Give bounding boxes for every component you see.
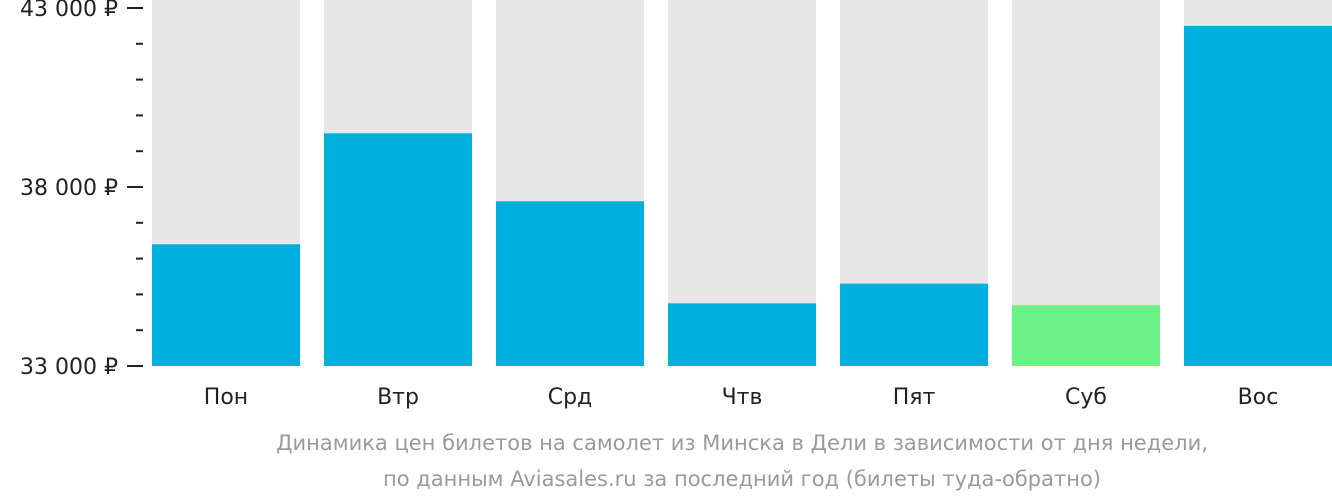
x-category-label: Пон — [204, 385, 248, 410]
bar — [324, 133, 472, 366]
bar — [152, 244, 300, 366]
chart-caption-line-2: по данным Aviasales.ru за последний год … — [383, 467, 1101, 491]
bar-background — [1012, 0, 1160, 366]
y-tick-label: 43 000 ₽ — [20, 0, 118, 22]
bar-chart: 43 000 ₽ 38 000 ₽ 33 000 ₽ Пон Втр Срд Чтв Пят С… — [20, 0, 1332, 410]
x-category-label: Вос — [1238, 385, 1279, 410]
chart-caption-line-1: Динамика цен билетов на самолет из Минск… — [276, 431, 1208, 455]
x-category-label: Чтв — [722, 385, 763, 410]
x-category-label: Срд — [548, 385, 593, 410]
bar — [840, 283, 988, 366]
bar — [496, 201, 644, 366]
y-tick-label: 38 000 ₽ — [20, 176, 118, 201]
x-category-label: Суб — [1065, 385, 1107, 410]
y-tick-label: 33 000 ₽ — [20, 355, 118, 380]
bar-cheapest — [1012, 305, 1160, 366]
bar — [668, 303, 816, 366]
bar — [1184, 25, 1332, 367]
x-category-label: Втр — [377, 385, 419, 410]
x-category-label: Пят — [893, 385, 936, 410]
